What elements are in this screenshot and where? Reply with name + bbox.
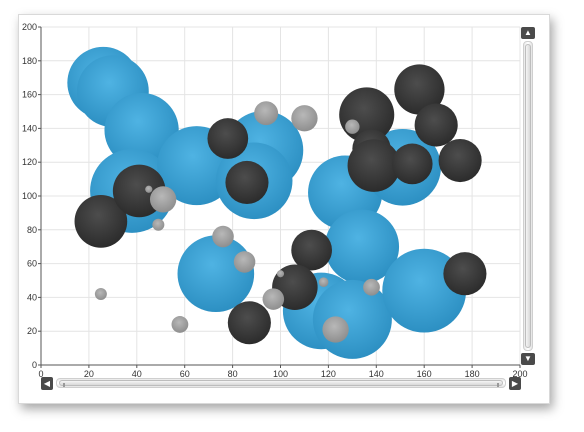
scroll-up-button[interactable]: ▲ (521, 27, 535, 39)
bubble-series-3[interactable] (318, 277, 329, 287)
y-tick-label: 20 (27, 326, 37, 336)
bubble-series-3[interactable] (262, 288, 285, 310)
y-tick-label: 200 (22, 22, 37, 32)
bubble-series-3[interactable] (149, 186, 177, 213)
bubble-series-1[interactable] (324, 209, 400, 284)
bubble-series-3[interactable] (145, 185, 153, 193)
x-tick-label: 40 (132, 369, 142, 379)
bubble-series-2[interactable] (207, 118, 249, 159)
horizontal-scroll-track[interactable] (56, 378, 506, 388)
y-tick-label: 40 (27, 292, 37, 302)
y-tick-label: 80 (27, 225, 37, 235)
x-tick-label: 180 (465, 369, 480, 379)
bubble-series-3[interactable] (233, 251, 256, 273)
x-tick-label: 0 (38, 369, 43, 379)
bubble-series-1[interactable] (177, 235, 255, 313)
thumb-grip-left (63, 383, 65, 387)
bubble-series-2[interactable] (414, 103, 458, 147)
bubble-series-3[interactable] (322, 316, 349, 343)
vertical-scroll-thumb[interactable] (525, 44, 531, 348)
bubble-series-3[interactable] (291, 105, 318, 132)
axes (38, 26, 521, 368)
y-tick-label: 60 (27, 259, 37, 269)
thumb-grip-right (497, 383, 499, 387)
bubble-series-2[interactable] (443, 252, 487, 296)
scroll-left-button[interactable]: ◀ (41, 377, 53, 390)
scroll-right-button[interactable]: ▶ (509, 377, 521, 390)
y-tick-label: 160 (22, 90, 37, 100)
x-tick-label: 160 (417, 369, 432, 379)
bubble-series-2[interactable] (347, 139, 401, 192)
bubble-series-3[interactable] (212, 225, 234, 248)
bubble-series-2[interactable] (74, 195, 128, 248)
bubble-series-2[interactable] (394, 64, 445, 115)
x-tick-label: 200 (512, 369, 527, 379)
x-tick-label: 140 (369, 369, 384, 379)
y-tick-label: 120 (22, 157, 37, 167)
bubble-series-1[interactable] (312, 279, 392, 359)
horizontal-scrollbar[interactable]: ◀ ▶ (41, 375, 521, 391)
x-tick-label: 60 (180, 369, 190, 379)
bubble-series-2[interactable] (291, 229, 332, 271)
bubble-series-2[interactable] (227, 301, 271, 345)
tick-labels: 0 20 40 60 80 100 120 140 160 180 200 0 20 40 60 80 100 1… (22, 22, 528, 379)
x-tick-label: 120 (321, 369, 336, 379)
x-tick-label: 80 (228, 369, 238, 379)
vertical-scrollbar[interactable]: ▲ ▼ (520, 27, 536, 365)
bubble-layer (67, 46, 487, 359)
bubble-series-1[interactable] (104, 92, 179, 168)
bubble-series-3[interactable] (94, 288, 107, 301)
bubble-series-2[interactable] (438, 138, 482, 183)
bubble-series-3[interactable] (363, 278, 380, 296)
y-tick-label: 100 (22, 191, 37, 201)
y-tick-label: 180 (22, 56, 37, 66)
vertical-scroll-track[interactable] (523, 41, 533, 351)
scroll-down-button[interactable]: ▼ (521, 353, 535, 365)
y-tick-label: 140 (22, 123, 37, 133)
bubble-series-3[interactable] (345, 119, 360, 134)
bubble-series-2[interactable] (391, 143, 433, 185)
bubble-series-3[interactable] (171, 316, 189, 333)
bubble-series-2[interactable] (225, 160, 269, 205)
horizontal-scroll-thumb[interactable] (59, 380, 503, 387)
bubble-series-3[interactable] (276, 270, 285, 278)
y-tick-label: 0 (32, 360, 37, 370)
x-tick-label: 20 (84, 369, 94, 379)
x-tick-label: 100 (273, 369, 288, 379)
bubble-series-3[interactable] (254, 101, 279, 126)
bubble-series-3[interactable] (152, 218, 165, 231)
